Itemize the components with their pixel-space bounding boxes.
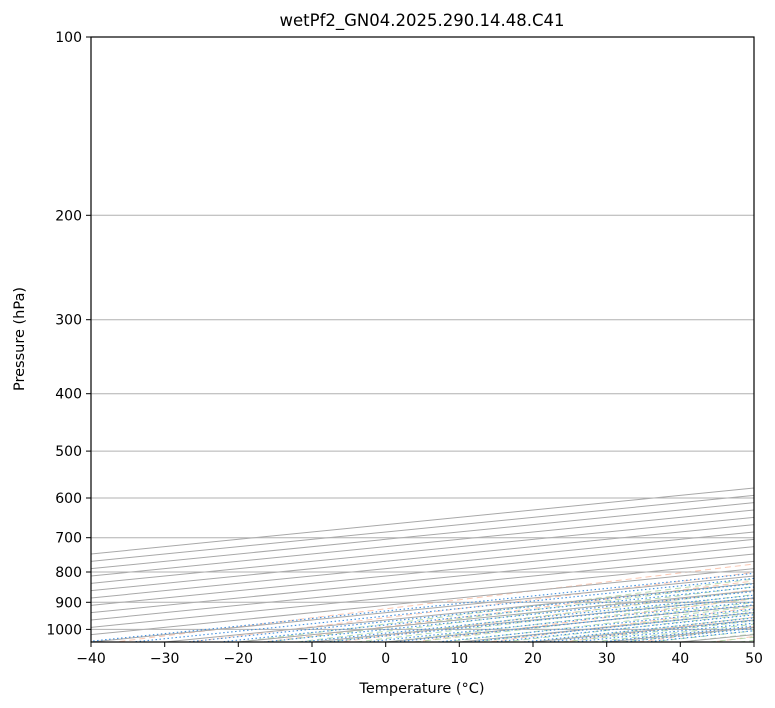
y-axis-title: Pressure (hPa) — [12, 287, 28, 391]
plot-background — [91, 37, 754, 642]
isotherm — [91, 516, 754, 584]
x-axis-title: Temperature (°C) — [358, 681, 484, 697]
moist-adiabat — [385, 598, 754, 642]
y-axis: 100 200 300 400 500 600 700 800 900 1000 — [46, 30, 91, 638]
y-tick-label: 900 — [55, 595, 82, 611]
isotherms — [91, 487, 754, 642]
moist-adiabats — [238, 578, 754, 642]
mixing-ratio-line — [186, 583, 754, 642]
isotherm — [91, 524, 754, 592]
x-tick-label: 20 — [524, 651, 542, 667]
x-tick-label: −10 — [297, 651, 327, 667]
moist-adiabat — [415, 601, 754, 642]
y-tick-label: 700 — [55, 531, 82, 547]
plot-frame — [90, 36, 755, 643]
x-tick-label: 50 — [745, 651, 763, 667]
x-tick-label: 10 — [450, 651, 468, 667]
x-tick-label: −20 — [224, 651, 254, 667]
y-tick-label: 200 — [55, 208, 82, 224]
isotherm — [91, 531, 754, 599]
isotherm — [753, 641, 754, 642]
x-tick-label: 0 — [381, 651, 390, 667]
x-tick-label: 40 — [671, 651, 689, 667]
x-tick-label: −40 — [76, 651, 106, 667]
mixing-ratio-lines — [91, 572, 754, 642]
y-tick-label: 800 — [55, 565, 82, 581]
isotherm — [91, 494, 754, 562]
y-tick-label: 300 — [55, 313, 82, 329]
moist-adiabat — [238, 578, 754, 642]
isotherm — [91, 509, 754, 577]
pressure-gridlines — [91, 37, 754, 630]
isotherm — [91, 487, 754, 555]
chart-title: wetPf2_GN04.2025.290.14.48.C41 — [280, 11, 565, 31]
moist-adiabat — [356, 594, 754, 642]
x-tick-label: 30 — [598, 651, 616, 667]
y-tick-label: 600 — [55, 491, 82, 507]
isotherm — [91, 538, 754, 606]
y-tick-label: 100 — [55, 30, 82, 46]
mixing-ratio-line — [300, 594, 754, 642]
y-tick-label: 400 — [55, 387, 82, 403]
y-tick-label: 500 — [55, 444, 82, 460]
isotherm — [91, 502, 754, 570]
y-tick-label: 1000 — [46, 622, 82, 638]
x-axis: −40 −30 −20 −10 0 10 20 30 40 50 — [76, 642, 763, 667]
x-tick-label: −30 — [150, 651, 180, 667]
